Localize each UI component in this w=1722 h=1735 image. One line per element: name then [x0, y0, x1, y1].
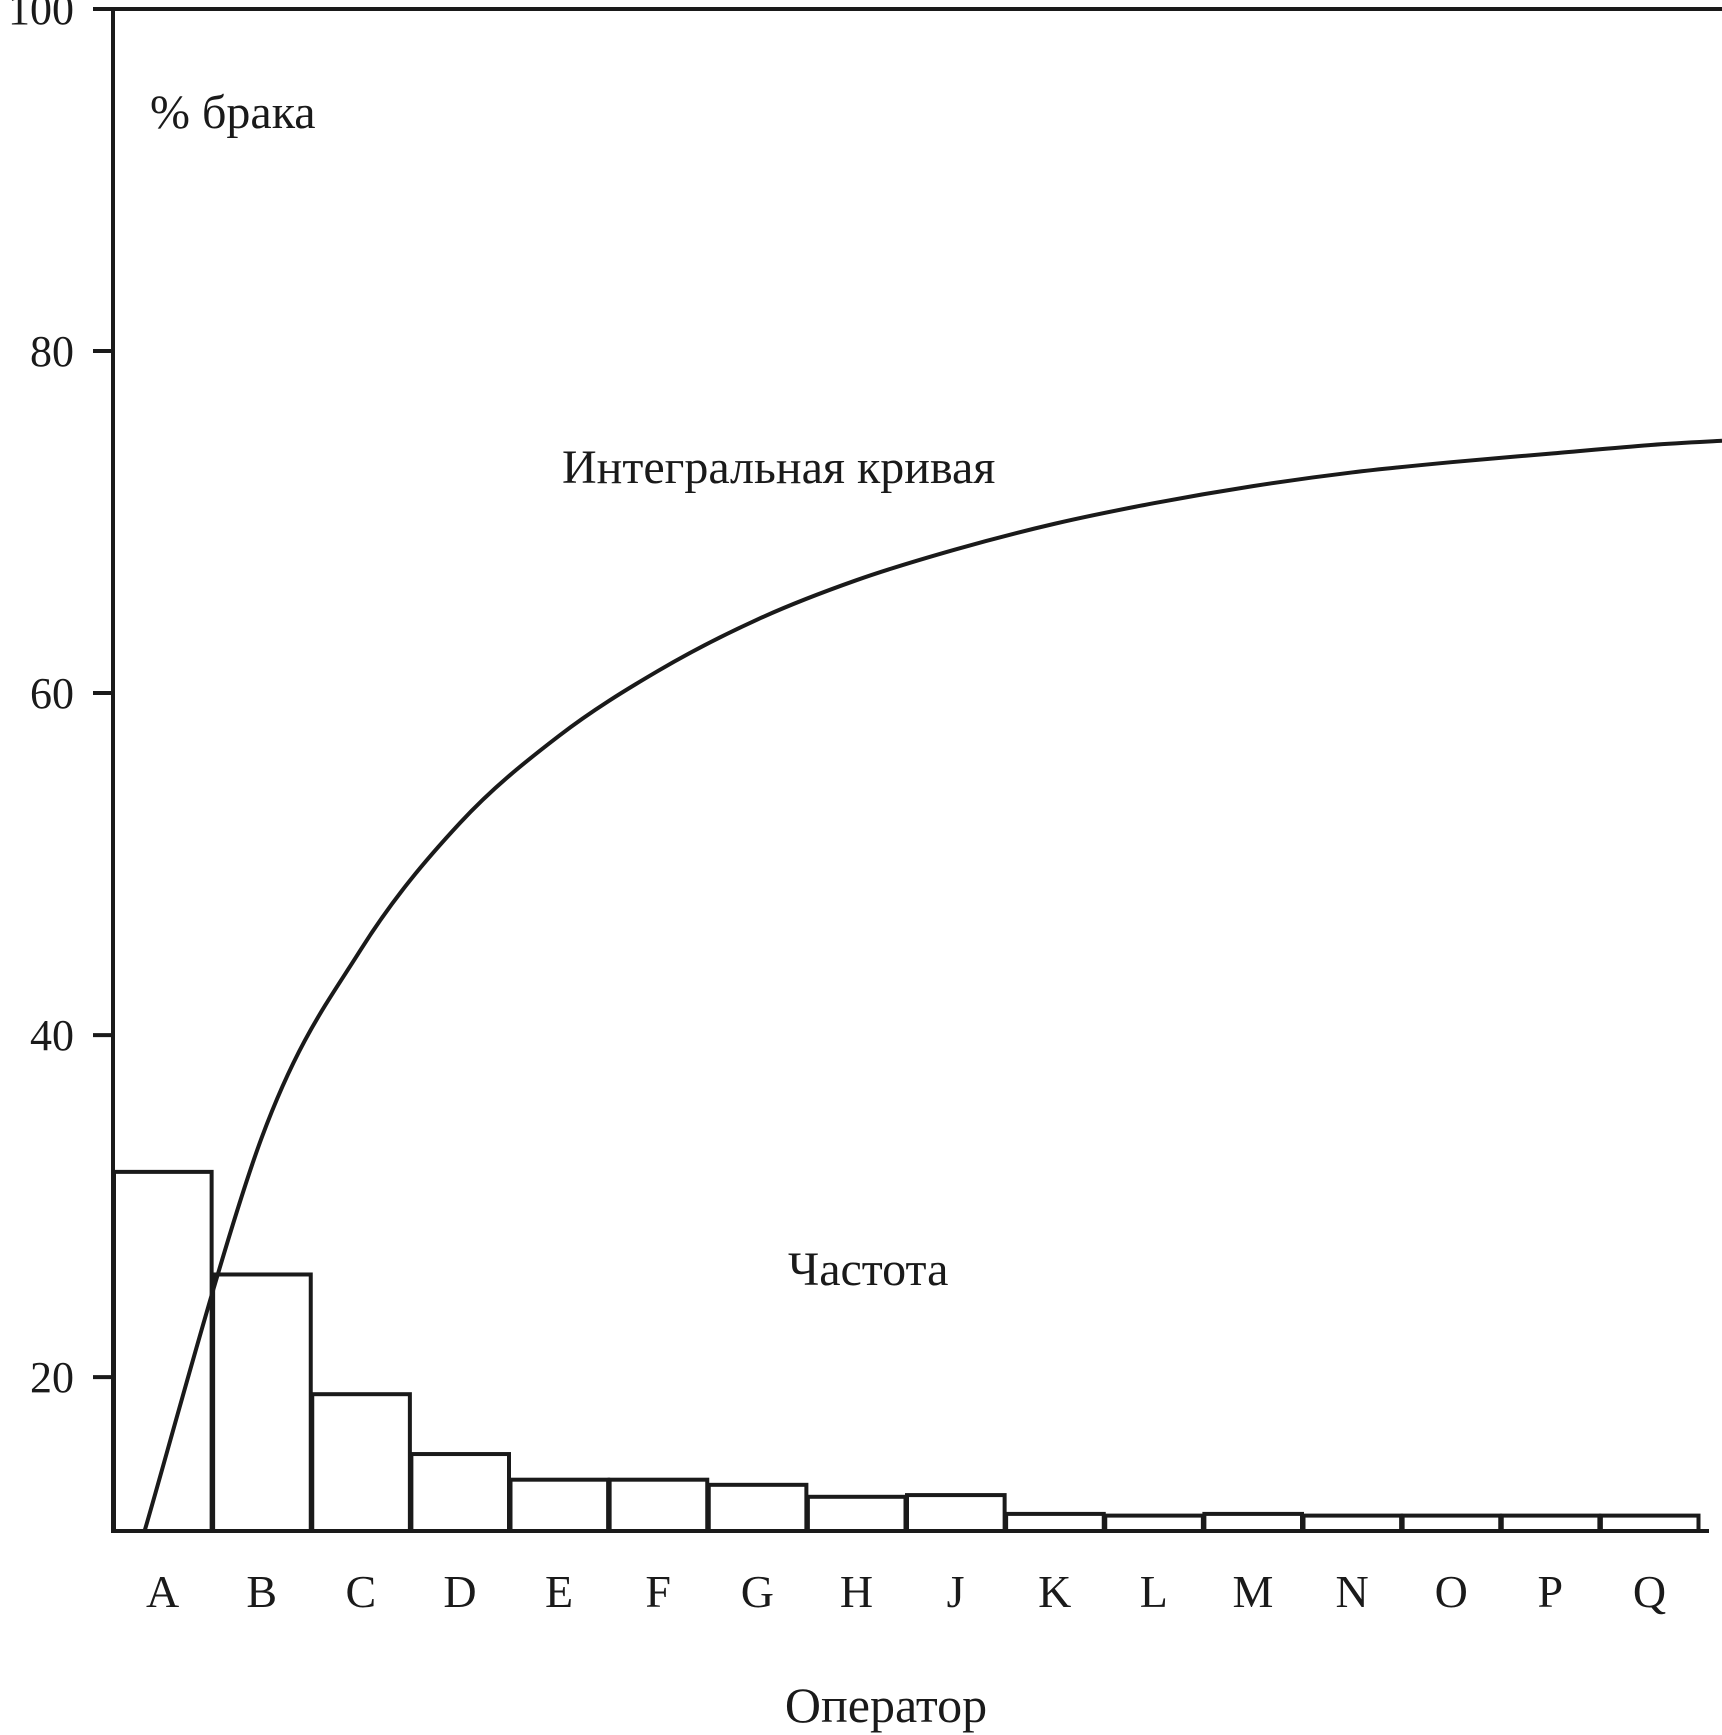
bar-B [211, 1272, 313, 1533]
x-tick-label-K: K [1038, 1566, 1071, 1617]
x-tick-label-M: M [1232, 1566, 1273, 1617]
x-tick-label-D: D [443, 1566, 476, 1617]
curve-layer [142, 438, 1722, 1532]
x-tick-label-O: O [1435, 1566, 1468, 1617]
bar-J [905, 1493, 1007, 1534]
bar-L [1103, 1513, 1205, 1534]
x-tick-label-C: C [345, 1566, 376, 1617]
y-tick-label-20: 20 [30, 1353, 74, 1402]
curve-series-label: Интегральная кривая [562, 441, 995, 494]
bar-H [805, 1494, 908, 1533]
x-tick-label-N: N [1335, 1566, 1368, 1617]
bar-P [1499, 1513, 1602, 1534]
y-axis-title: % брака [150, 86, 316, 139]
bar-M [1202, 1511, 1304, 1534]
bar-K [1004, 1511, 1106, 1534]
x-tick-label-B: B [246, 1566, 277, 1617]
bar-N [1301, 1513, 1404, 1534]
bar-F [607, 1477, 710, 1534]
x-tick-label-P: P [1538, 1566, 1564, 1617]
x-axis-title: Оператор [785, 1677, 987, 1733]
axes-layer [111, 7, 1722, 1533]
bar-O [1400, 1513, 1503, 1534]
x-tick-label-L: L [1140, 1566, 1168, 1617]
bar-G [706, 1482, 809, 1534]
y-ticks-layer: 20 40 60 80 100 [8, 0, 113, 1402]
bar-Q [1598, 1513, 1701, 1534]
bar-D [409, 1452, 511, 1533]
y-tick-label-100: 100 [8, 0, 74, 34]
y-tick-label-60: 60 [30, 669, 74, 718]
x-tick-label-J: J [947, 1566, 965, 1617]
x-tick-label-A: A [146, 1566, 179, 1617]
bars-layer [112, 1169, 1701, 1534]
bar-E [508, 1477, 611, 1534]
x-tick-label-F: F [645, 1566, 671, 1617]
bar-series-label: Частота [788, 1243, 948, 1296]
x-tick-label-Q: Q [1633, 1566, 1666, 1617]
y-tick-label-80: 80 [30, 327, 74, 376]
bar-C [310, 1392, 412, 1534]
y-tick-label-40: 40 [30, 1011, 74, 1060]
x-tick-label-E: E [545, 1566, 573, 1617]
cumulative-curve [142, 438, 1722, 1532]
x-tick-label-G: G [741, 1566, 774, 1617]
x-tick-label-H: H [840, 1566, 873, 1617]
